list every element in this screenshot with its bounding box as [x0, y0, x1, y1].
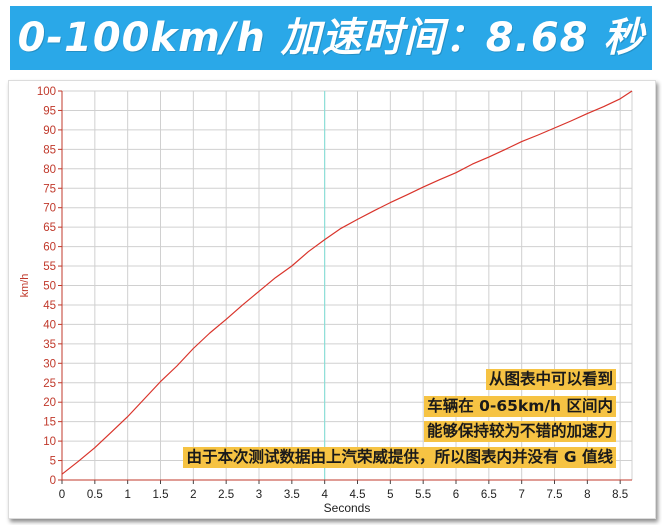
y-tick-label: 5 — [50, 456, 56, 468]
x-tick-label: 8.5 — [612, 489, 628, 501]
y-tick-label: 35 — [43, 339, 56, 351]
chart-tick-labels: 0510152025303540455055606570758085909510… — [37, 86, 628, 501]
x-tick-label: 6.5 — [481, 489, 497, 501]
x-tick-label: 5.5 — [415, 489, 431, 501]
x-tick-label: 8 — [584, 489, 590, 501]
chart-frame — [8, 80, 656, 519]
y-tick-label: 60 — [43, 242, 56, 254]
annotation-line-1: 从图表中可以看到 — [485, 369, 616, 390]
x-tick-label: 1 — [124, 489, 130, 501]
page-title: 0-100km/h 加速时间：8.68 秒 — [17, 15, 645, 61]
x-tick-label: 1.5 — [153, 489, 169, 501]
chart-series — [61, 90, 633, 475]
x-axis-label: Seconds — [324, 501, 371, 515]
y-tick-label: 75 — [43, 183, 56, 195]
y-tick-label: 30 — [43, 358, 56, 370]
y-tick-label: 40 — [43, 319, 56, 331]
x-tick-label: 0.5 — [87, 489, 103, 501]
y-tick-label: 15 — [43, 417, 56, 429]
x-tick-label: 2 — [190, 489, 196, 501]
annotation-line-3: 能够保持较为不错的加速力 — [423, 421, 616, 442]
x-tick-label: 6 — [453, 489, 459, 501]
x-tick-label: 3.5 — [284, 489, 300, 501]
header-band — [10, 6, 652, 70]
speed-line — [61, 90, 633, 475]
y-tick-label: 10 — [43, 436, 56, 448]
x-tick-label: 2.5 — [218, 489, 234, 501]
annotation-line-2: 车辆在 0-65km/h 区间内 — [424, 396, 616, 417]
y-tick-label: 55 — [43, 261, 56, 273]
y-tick-label: 85 — [43, 144, 56, 156]
annotation-line-4: 由于本次测试数据由上汽荣威提供，所以图表内并没有 G 值线 — [183, 447, 616, 468]
x-tick-label: 5 — [387, 489, 393, 501]
x-tick-label: 4 — [321, 489, 328, 501]
y-tick-label: 80 — [43, 164, 56, 176]
y-tick-label: 0 — [50, 475, 56, 487]
x-tick-label: 7.5 — [547, 489, 563, 501]
y-axis-label: km/h — [19, 274, 31, 298]
y-tick-label: 50 — [43, 281, 56, 293]
y-tick-label: 70 — [43, 203, 56, 215]
x-tick-label: 3 — [256, 489, 262, 501]
x-tick-label: 7 — [518, 489, 524, 501]
y-tick-label: 90 — [43, 125, 56, 137]
header-banner: 0-100km/h 加速时间：8.68 秒 — [0, 0, 662, 80]
x-tick-label: 0 — [59, 489, 65, 501]
x-tick-label: 4.5 — [350, 489, 366, 501]
y-tick-label: 20 — [43, 397, 56, 409]
y-tick-label: 45 — [43, 300, 56, 312]
chart-axes — [58, 90, 632, 484]
y-tick-label: 65 — [43, 222, 56, 234]
y-tick-label: 25 — [43, 378, 56, 390]
y-tick-label: 95 — [43, 105, 56, 117]
y-tick-label: 100 — [37, 86, 56, 98]
